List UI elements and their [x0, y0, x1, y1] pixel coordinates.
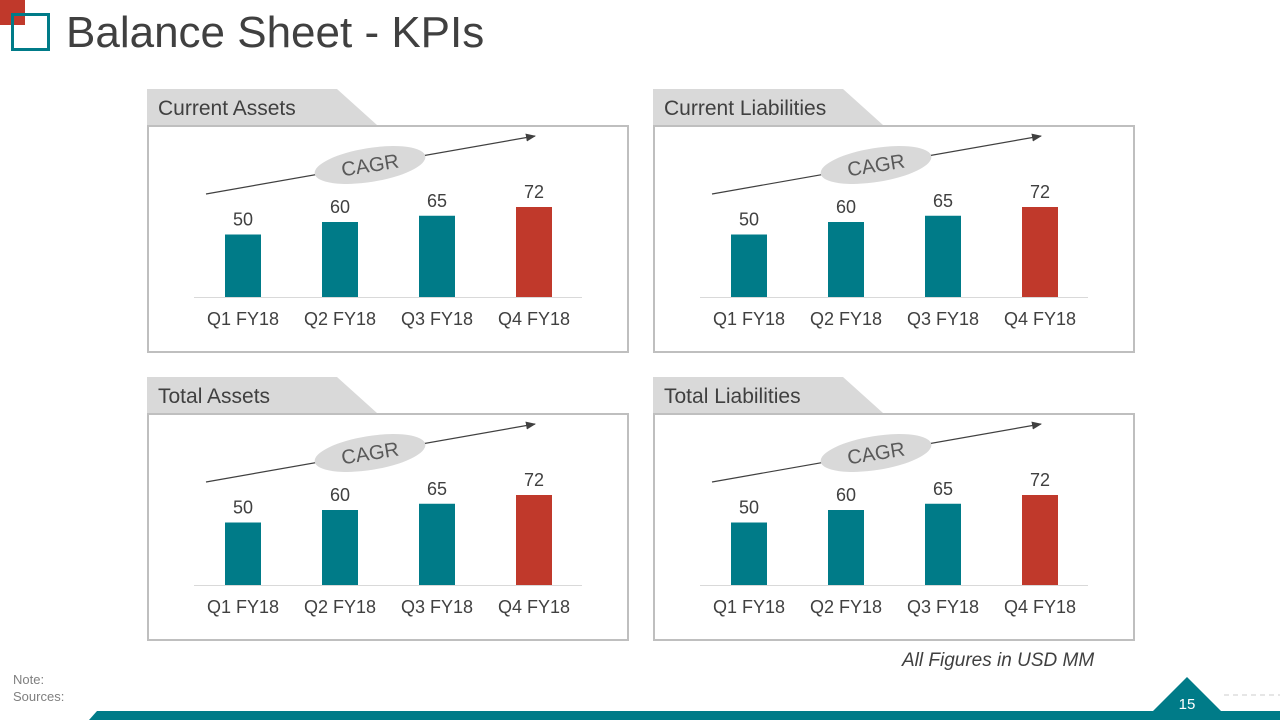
x-tick-label: Q3 FY18: [907, 597, 979, 617]
panel-title: Total Assets: [158, 385, 271, 408]
data-label: 60: [330, 197, 350, 217]
x-tick-label: Q2 FY18: [810, 597, 882, 617]
x-tick-label: Q1 FY18: [713, 597, 785, 617]
chart-frame: CAGR 50 Q1 FY18 60 Q2 FY18 65 Q3 FY18 72 Q4 FY18: [653, 125, 1135, 353]
panel-tab: Total Liabilities: [653, 377, 883, 413]
data-label: 60: [836, 485, 856, 505]
data-label: 65: [427, 191, 447, 211]
cagr-badge: [314, 146, 426, 184]
bar: [925, 215, 961, 297]
data-label: 50: [233, 210, 253, 230]
panel-current-liabilities: Current Liabilities CAGR 50 Q1 FY18 60 Q2 FY…: [653, 89, 1135, 366]
panel-total-liabilities: Total Liabilities CAGR 50 Q1 FY18 60 Q2 FY18…: [653, 377, 1135, 654]
bar: [322, 510, 358, 585]
logo-teal-square: [11, 13, 50, 51]
x-tick-label: Q4 FY18: [1004, 309, 1076, 329]
bar: [1022, 207, 1058, 297]
data-label: 72: [1030, 182, 1050, 202]
bar: [225, 234, 261, 297]
x-tick-label: Q3 FY18: [401, 309, 473, 329]
data-label: 72: [524, 182, 544, 202]
x-tick-label: Q3 FY18: [401, 597, 473, 617]
tab-shape: [147, 377, 377, 413]
panel-tab: Current Liabilities: [653, 89, 883, 125]
data-label: 50: [233, 498, 253, 518]
chart-frame: CAGR 50 Q1 FY18 60 Q2 FY18 65 Q3 FY18 72 Q4 FY18: [147, 413, 629, 641]
data-label: 65: [933, 479, 953, 499]
x-tick-label: Q4 FY18: [498, 309, 570, 329]
x-tick-label: Q2 FY18: [810, 309, 882, 329]
bar: [516, 207, 552, 297]
bar: [731, 234, 767, 297]
data-label: 50: [739, 210, 759, 230]
bar: [925, 503, 961, 585]
bar: [828, 510, 864, 585]
bar: [1022, 495, 1058, 585]
data-label: 65: [427, 479, 447, 499]
panel-total-assets: Total Assets CAGR 50 Q1 FY18 60 Q2 FY18 65 Q3 …: [147, 377, 629, 654]
units-note: All Figures in USD MM: [902, 650, 1095, 671]
panel-title: Total Liabilities: [664, 385, 801, 408]
footer-band: [89, 677, 1280, 720]
sources-label: Sources:: [13, 689, 65, 704]
bar: [322, 222, 358, 297]
data-label: 60: [836, 197, 856, 217]
x-tick-label: Q2 FY18: [304, 309, 376, 329]
tab-shape: [147, 89, 377, 125]
panel-tab: Current Assets: [147, 89, 377, 125]
x-tick-label: Q4 FY18: [1004, 597, 1076, 617]
page-number: 15: [1178, 696, 1196, 713]
x-tick-label: Q1 FY18: [207, 309, 279, 329]
note-label: Note:: [13, 672, 45, 687]
panel-current-assets: Current Assets CAGR 50 Q1 FY18 60 Q2 FY18 65 Q…: [147, 89, 629, 366]
chart-frame: CAGR 50 Q1 FY18 60 Q2 FY18 65 Q3 FY18 72 Q4 FY18: [653, 413, 1135, 641]
page-title: Balance Sheet - KPIs: [66, 8, 485, 57]
data-label: 65: [933, 191, 953, 211]
tab-shape: [653, 377, 883, 413]
panel-title: Current Liabilities: [664, 97, 827, 120]
data-label: 50: [739, 498, 759, 518]
data-label: 72: [1030, 470, 1050, 490]
x-tick-label: Q3 FY18: [907, 309, 979, 329]
cagr-badge: [314, 434, 426, 472]
panel-tab: Total Assets: [147, 377, 377, 413]
panel-title: Current Assets: [158, 97, 296, 120]
cagr-badge: [820, 434, 932, 472]
chart-frame: CAGR 50 Q1 FY18 60 Q2 FY18 65 Q3 FY18 72 Q4 FY18: [147, 125, 629, 353]
bar: [419, 503, 455, 585]
x-tick-label: Q1 FY18: [713, 309, 785, 329]
data-label: 72: [524, 470, 544, 490]
tab-shape: [653, 89, 883, 125]
data-label: 60: [330, 485, 350, 505]
bar: [225, 522, 261, 585]
bar: [419, 215, 455, 297]
cagr-badge: [820, 146, 932, 184]
bar: [516, 495, 552, 585]
x-tick-label: Q4 FY18: [498, 597, 570, 617]
bar: [828, 222, 864, 297]
x-tick-label: Q2 FY18: [304, 597, 376, 617]
x-tick-label: Q1 FY18: [207, 597, 279, 617]
bar: [731, 522, 767, 585]
